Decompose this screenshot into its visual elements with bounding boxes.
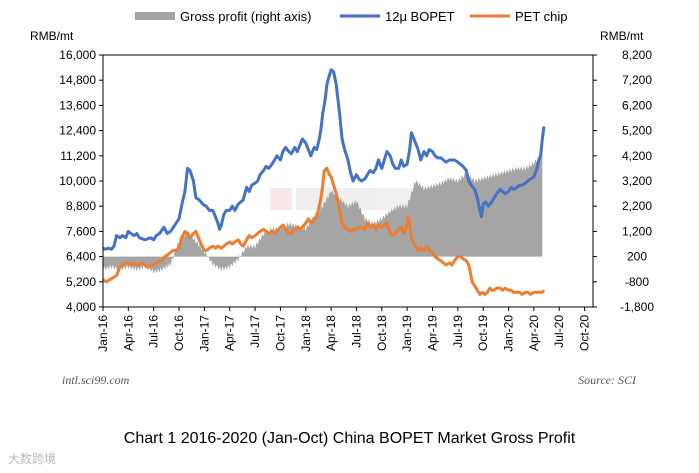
- legend: Gross profit (right axis) 12μ BOPET PET …: [135, 9, 568, 24]
- x-axis: Jan-16 Apr-16 Jul-16 Oct-16 Jan-17 Apr-17 Jul-…: [96, 307, 592, 352]
- right-tick-label: 7,200: [622, 73, 652, 87]
- left-tick-label: 4,000: [66, 300, 96, 314]
- left-tick-label: 11,200: [60, 149, 96, 163]
- left-tick-label: 5,200: [66, 275, 96, 289]
- x-tick-label: Jan-18: [299, 315, 313, 352]
- left-axis-unit: RMB/mt: [30, 29, 74, 43]
- right-tick-label: 1,200: [622, 224, 652, 238]
- x-tick-label: Oct-16: [172, 315, 186, 351]
- right-axis-unit: RMB/mt: [600, 29, 644, 43]
- legend-label-pet-chip: PET chip: [515, 9, 568, 24]
- right-tick-label: -1,800: [620, 300, 654, 314]
- left-tick-label: 12,400: [59, 124, 96, 138]
- left-tick-label: 6,400: [66, 250, 96, 264]
- x-tick-label: Jul-18: [349, 315, 363, 348]
- right-tick-label: 8,200: [622, 48, 652, 62]
- x-tick-label: Apr-16: [121, 315, 135, 351]
- right-tick-label: 5,200: [622, 124, 652, 138]
- x-tick-label: Apr-17: [223, 315, 237, 351]
- legend-swatch-gross-profit: [135, 12, 175, 20]
- source-right: Source: SCI: [578, 373, 637, 387]
- x-tick-label: Jan-19: [400, 315, 414, 352]
- x-tick-label: Jul-16: [147, 315, 161, 348]
- right-tick-label: 200: [627, 250, 647, 264]
- x-tick-label: Apr-18: [324, 315, 338, 351]
- x-tick-label: Jan-20: [502, 315, 516, 352]
- left-tick-label: 7,600: [66, 224, 96, 238]
- x-tick-label: Oct-18: [375, 315, 389, 351]
- left-tick-label: 8,800: [66, 199, 96, 213]
- plot-area: [102, 68, 546, 296]
- x-tick-label: Jan-17: [197, 315, 211, 352]
- left-tick-label: 10,000: [59, 174, 96, 188]
- pet-chip-line: [102, 166, 546, 296]
- x-tick-label: Jan-16: [96, 315, 110, 352]
- x-tick-label: Apr-19: [425, 315, 439, 351]
- left-axis: 16,000 14,800 13,600 12,400 11,200 10,000 8,80…: [59, 48, 103, 314]
- x-tick-label: Jul-17: [248, 315, 262, 348]
- right-tick-label: 6,200: [622, 98, 652, 112]
- x-tick-label: Oct-20: [578, 315, 592, 351]
- legend-label-gross-profit: Gross profit (right axis): [180, 9, 311, 24]
- gross-profit-area: [103, 152, 543, 274]
- right-tick-label: 4,200: [622, 149, 652, 163]
- left-tick-label: 13,600: [59, 98, 96, 112]
- source-left: intl.sci99.com: [62, 373, 130, 387]
- right-tick-label: 3,200: [622, 174, 652, 188]
- bopet-line: [102, 68, 546, 251]
- bottom-watermark-text: 大数跨境: [8, 452, 57, 466]
- legend-label-bopet: 12μ BOPET: [385, 9, 455, 24]
- left-tick-label: 14,800: [59, 73, 96, 87]
- x-tick-label: Jul-20: [552, 315, 566, 348]
- right-tick-label: 2,200: [622, 199, 652, 213]
- chart-caption: Chart 1 2016-2020 (Jan-Oct) China BOPET …: [123, 430, 576, 447]
- right-tick-label: -800: [625, 275, 649, 289]
- x-tick-label: Oct-19: [476, 315, 490, 351]
- left-tick-label: 16,000: [59, 48, 96, 62]
- x-tick-label: Oct-17: [273, 315, 287, 351]
- right-axis: 8,200 7,200 6,200 5,200 4,200 3,200 2,200 1,200…: [593, 48, 654, 314]
- x-tick-label: Apr-20: [527, 315, 541, 351]
- x-tick-label: Jul-19: [451, 315, 465, 348]
